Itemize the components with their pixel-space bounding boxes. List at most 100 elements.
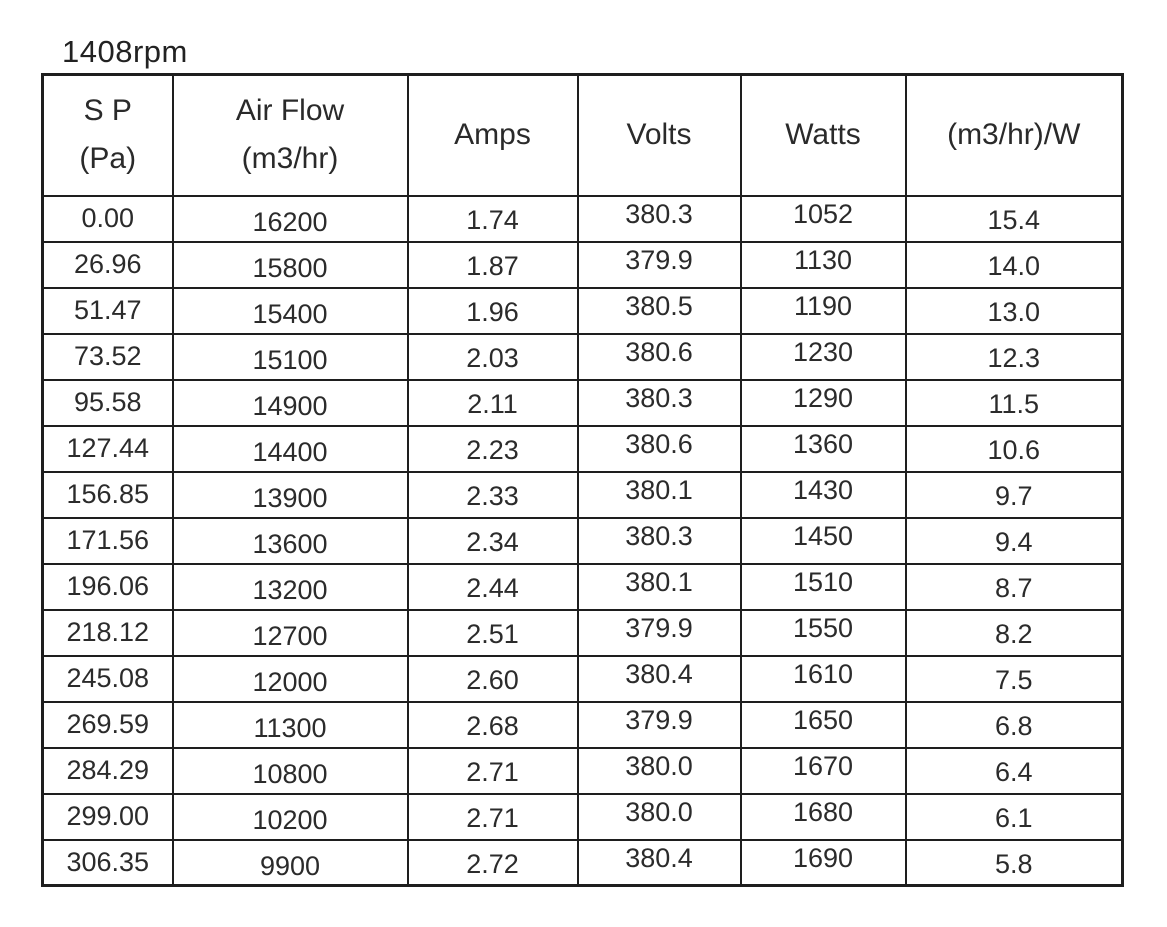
fan-performance-table: S P (Pa) Air Flow (m3/hr) Amps Volts Wat… [41, 73, 1124, 887]
table-cell: 379.9 [576, 700, 742, 749]
table-cell: 2.44 [406, 562, 579, 611]
table-cell: 380.1 [576, 562, 742, 611]
column-header-air-flow: Air Flow (m3/hr) [171, 73, 409, 197]
table-row: 245.08 12000 2.60 380.4 1610 7.5 [41, 654, 1124, 703]
table-row: 171.56 13600 2.34 380.3 1450 9.4 [41, 516, 1124, 565]
table-cell: 380.6 [576, 424, 742, 473]
table-cell: 218.12 [41, 608, 174, 657]
table-row: 196.06 13200 2.44 380.1 1510 8.7 [41, 562, 1124, 611]
table-body: 0.00 16200 1.74 380.3 1052 15.4 26.96 15800 1.87… [41, 194, 1124, 887]
table-cell: 2.33 [406, 470, 579, 519]
header-label: Watts [785, 118, 861, 152]
table-row: 73.52 15100 2.03 380.6 1230 12.3 [41, 332, 1124, 381]
table-row: 95.58 14900 2.11 380.3 1290 11.5 [41, 378, 1124, 427]
table-cell: 9900 [171, 838, 409, 887]
column-header-efficiency: (m3/hr)/W [904, 73, 1124, 197]
column-header-volts: Volts [576, 73, 742, 197]
table-cell: 11300 [171, 700, 409, 749]
header-label: S P [83, 94, 132, 128]
table-cell: 380.0 [576, 746, 742, 795]
table-cell: 8.2 [904, 608, 1124, 657]
table-cell: 2.51 [406, 608, 579, 657]
header-label: Volts [626, 118, 692, 152]
table-cell: 380.3 [576, 378, 742, 427]
table-cell: 1052 [739, 194, 907, 243]
table-row: 127.44 14400 2.23 380.6 1360 10.6 [41, 424, 1124, 473]
table-cell: 13900 [171, 470, 409, 519]
table-cell: 8.7 [904, 562, 1124, 611]
table-cell: 269.59 [41, 700, 174, 749]
table-cell: 5.8 [904, 838, 1124, 887]
table-cell: 73.52 [41, 332, 174, 381]
header-label: Amps [454, 118, 531, 152]
header-unit: (Pa) [79, 142, 137, 176]
table-cell: 1.96 [406, 286, 579, 335]
table-cell: 13600 [171, 516, 409, 565]
table-cell: 2.23 [406, 424, 579, 473]
table-row: 156.85 13900 2.33 380.1 1430 9.7 [41, 470, 1124, 519]
table-cell: 1450 [739, 516, 907, 565]
table-cell: 379.9 [576, 240, 742, 289]
header-label: Air Flow [235, 94, 345, 128]
table-cell: 0.00 [41, 194, 174, 243]
table-cell: 1290 [739, 378, 907, 427]
header-label: (m3/hr)/W [947, 118, 1081, 152]
rpm-title: 1408rpm [62, 34, 188, 69]
table-cell: 380.3 [576, 194, 742, 243]
table-cell: 14.0 [904, 240, 1124, 289]
table-cell: 2.72 [406, 838, 579, 887]
table-cell: 379.9 [576, 608, 742, 657]
table-cell: 380.6 [576, 332, 742, 381]
table-cell: 380.0 [576, 792, 742, 841]
table-cell: 245.08 [41, 654, 174, 703]
table-cell: 2.34 [406, 516, 579, 565]
table-cell: 2.03 [406, 332, 579, 381]
table-cell: 6.4 [904, 746, 1124, 795]
table-cell: 6.1 [904, 792, 1124, 841]
table-cell: 1360 [739, 424, 907, 473]
table-row: 0.00 16200 1.74 380.3 1052 15.4 [41, 194, 1124, 243]
table-cell: 1610 [739, 654, 907, 703]
table-cell: 9.4 [904, 516, 1124, 565]
table-cell: 2.11 [406, 378, 579, 427]
table-cell: 299.00 [41, 792, 174, 841]
table-cell: 380.5 [576, 286, 742, 335]
table-cell: 2.71 [406, 792, 579, 841]
table-cell: 2.68 [406, 700, 579, 749]
table-cell: 10800 [171, 746, 409, 795]
table-cell: 380.4 [576, 654, 742, 703]
table-cell: 10200 [171, 792, 409, 841]
table-cell: 12700 [171, 608, 409, 657]
table-row: 51.47 15400 1.96 380.5 1190 13.0 [41, 286, 1124, 335]
table-cell: 171.56 [41, 516, 174, 565]
table-header: S P (Pa) Air Flow (m3/hr) Amps Volts Wat… [41, 73, 1124, 197]
table-cell: 6.8 [904, 700, 1124, 749]
table-cell: 2.71 [406, 746, 579, 795]
table-row: 218.12 12700 2.51 379.9 1550 8.2 [41, 608, 1124, 657]
table-cell: 12000 [171, 654, 409, 703]
column-header-watts: Watts [739, 73, 907, 197]
table-cell: 9.7 [904, 470, 1124, 519]
table-cell: 380.4 [576, 838, 742, 887]
table-cell: 1430 [739, 470, 907, 519]
table-cell: 15400 [171, 286, 409, 335]
table-cell: 380.1 [576, 470, 742, 519]
table-cell: 1510 [739, 562, 907, 611]
table-cell: 15.4 [904, 194, 1124, 243]
table-row: 269.59 11300 2.68 379.9 1650 6.8 [41, 700, 1124, 749]
header-row: S P (Pa) Air Flow (m3/hr) Amps Volts Wat… [41, 73, 1124, 197]
table-cell: 1130 [739, 240, 907, 289]
table-cell: 1650 [739, 700, 907, 749]
table-cell: 2.60 [406, 654, 579, 703]
table-cell: 15100 [171, 332, 409, 381]
table-cell: 16200 [171, 194, 409, 243]
table-cell: 1230 [739, 332, 907, 381]
table-cell: 1670 [739, 746, 907, 795]
table-cell: 1.74 [406, 194, 579, 243]
table-cell: 156.85 [41, 470, 174, 519]
table-row: 306.35 9900 2.72 380.4 1690 5.8 [41, 838, 1124, 887]
table-cell: 14400 [171, 424, 409, 473]
column-header-amps: Amps [406, 73, 579, 197]
column-header-static-pressure: S P (Pa) [41, 73, 174, 197]
table-cell: 15800 [171, 240, 409, 289]
